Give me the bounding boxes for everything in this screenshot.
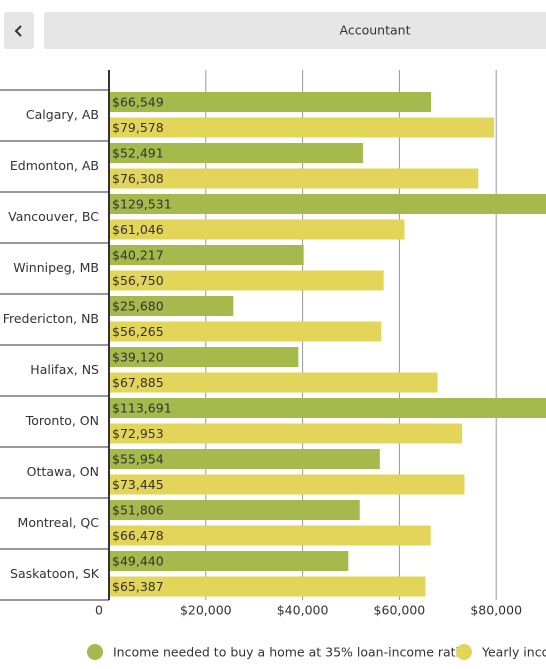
bar	[109, 449, 380, 469]
bar	[109, 245, 304, 265]
data-label: $66,549	[112, 95, 164, 110]
y-tick-label: Vancouver, BC	[8, 209, 99, 224]
bar	[109, 576, 426, 597]
data-label: $25,680	[112, 299, 164, 314]
data-label: $113,691	[112, 401, 172, 416]
data-label: $51,806	[112, 503, 164, 518]
data-label: $55,954	[112, 452, 164, 467]
data-label: $129,531	[112, 197, 172, 212]
data-label: $49,440	[112, 554, 164, 569]
page-title: Accountant	[340, 23, 411, 38]
bar	[109, 194, 546, 214]
y-tick-label: Halifax, NS	[30, 362, 99, 377]
back-icon	[14, 25, 22, 37]
data-label: $76,308	[112, 171, 164, 186]
title-bar	[44, 12, 546, 49]
bar	[109, 423, 463, 444]
bar	[109, 398, 546, 418]
data-label: $72,953	[112, 426, 164, 441]
bar	[109, 321, 382, 342]
y-tick-label: Winnipeg, MB	[13, 260, 99, 275]
legend-swatch	[456, 644, 472, 660]
legend-label: Income needed to buy a home at 35% loan-…	[113, 645, 467, 660]
data-label: $39,120	[112, 350, 164, 365]
legend-swatch	[87, 644, 103, 660]
y-tick-label: Saskatoon, SK	[10, 566, 100, 581]
bar	[109, 551, 349, 571]
data-label: $40,217	[112, 248, 164, 263]
bar	[109, 296, 234, 316]
data-label: $79,578	[112, 120, 164, 135]
bar	[109, 500, 360, 520]
y-tick-label: Montreal, QC	[18, 515, 100, 530]
data-label: $56,750	[112, 273, 164, 288]
bar	[109, 270, 384, 291]
chart: 0$20,000$40,000$60,000$80,000$100,000Cal…	[0, 70, 546, 660]
data-label: $65,387	[112, 579, 164, 594]
y-tick-label: Ottawa, ON	[27, 464, 99, 479]
bar	[109, 219, 405, 240]
x-tick-label: $40,000	[277, 603, 329, 618]
legend-label: Yearly income	[481, 645, 546, 660]
data-label: $52,491	[112, 146, 164, 161]
y-tick-label: Calgary, AB	[26, 107, 99, 122]
bar	[109, 525, 431, 546]
y-tick-label: Edmonton, AB	[10, 158, 99, 173]
back-button[interactable]	[4, 12, 34, 49]
bar	[109, 347, 299, 367]
data-label: $56,265	[112, 324, 164, 339]
bar	[109, 474, 465, 495]
bar	[109, 117, 495, 138]
bar	[109, 372, 438, 393]
bar	[109, 168, 479, 189]
data-label: $67,885	[112, 375, 164, 390]
x-tick-label: 0	[95, 603, 103, 618]
bar	[109, 143, 364, 163]
data-label: $73,445	[112, 477, 164, 492]
x-tick-label: $80,000	[470, 603, 522, 618]
y-tick-label: Toronto, ON	[25, 413, 99, 428]
x-tick-label: $60,000	[374, 603, 426, 618]
data-label: $61,046	[112, 222, 164, 237]
y-tick-label: Fredericton, NB	[3, 311, 99, 326]
x-tick-label: $20,000	[180, 603, 232, 618]
bar	[109, 92, 432, 112]
data-label: $66,478	[112, 528, 164, 543]
